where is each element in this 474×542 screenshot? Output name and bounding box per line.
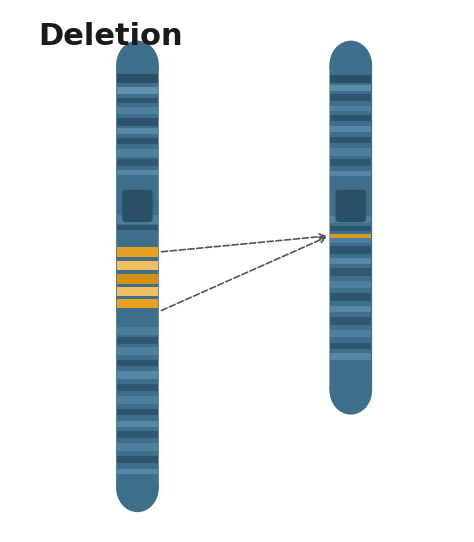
FancyBboxPatch shape — [116, 65, 159, 488]
Bar — [330, 226, 371, 231]
Bar — [330, 236, 371, 243]
Bar — [117, 337, 158, 344]
Ellipse shape — [116, 41, 159, 89]
Bar — [117, 431, 158, 438]
Bar — [330, 171, 371, 176]
Bar — [330, 281, 371, 288]
Ellipse shape — [116, 463, 159, 512]
Bar — [117, 87, 158, 94]
Bar — [117, 384, 158, 391]
FancyBboxPatch shape — [336, 202, 366, 222]
Bar — [117, 456, 158, 463]
Bar — [330, 85, 371, 91]
Ellipse shape — [329, 366, 372, 415]
Bar — [330, 147, 371, 156]
Bar — [117, 118, 158, 126]
Bar — [330, 216, 371, 223]
Bar — [330, 137, 371, 143]
Bar — [117, 149, 158, 157]
Ellipse shape — [329, 41, 372, 89]
Bar — [117, 299, 158, 307]
Bar — [330, 246, 371, 254]
FancyBboxPatch shape — [336, 190, 366, 210]
Bar — [117, 360, 158, 366]
Bar — [330, 126, 371, 132]
Bar — [117, 138, 158, 144]
FancyBboxPatch shape — [329, 65, 372, 390]
Bar — [117, 421, 158, 427]
Bar — [117, 326, 158, 334]
Bar — [117, 274, 158, 284]
Bar — [117, 443, 158, 451]
Bar — [330, 330, 371, 337]
Bar — [330, 306, 371, 312]
Bar — [330, 94, 371, 101]
Bar — [330, 106, 371, 111]
Bar — [330, 234, 371, 238]
Bar — [330, 268, 371, 276]
FancyBboxPatch shape — [122, 190, 153, 210]
Bar — [117, 98, 158, 103]
Bar — [117, 409, 158, 415]
Bar — [330, 159, 371, 166]
FancyBboxPatch shape — [122, 202, 153, 222]
Bar — [117, 128, 158, 134]
Bar — [117, 170, 158, 175]
Bar — [330, 258, 371, 264]
Bar — [117, 287, 158, 296]
Bar — [117, 347, 158, 356]
Bar — [330, 343, 371, 349]
Bar — [117, 469, 158, 474]
Bar — [117, 396, 158, 404]
Bar — [330, 74, 371, 82]
Text: Deletion: Deletion — [38, 22, 182, 51]
Bar — [117, 159, 158, 166]
Bar — [330, 353, 371, 360]
Bar — [117, 215, 158, 223]
Bar — [330, 293, 371, 301]
Bar — [117, 225, 158, 230]
Bar — [117, 371, 158, 379]
Bar — [117, 247, 158, 257]
Bar — [117, 261, 158, 270]
Bar — [330, 317, 371, 325]
Bar — [117, 74, 158, 83]
Bar — [330, 115, 371, 121]
Bar — [117, 107, 158, 114]
